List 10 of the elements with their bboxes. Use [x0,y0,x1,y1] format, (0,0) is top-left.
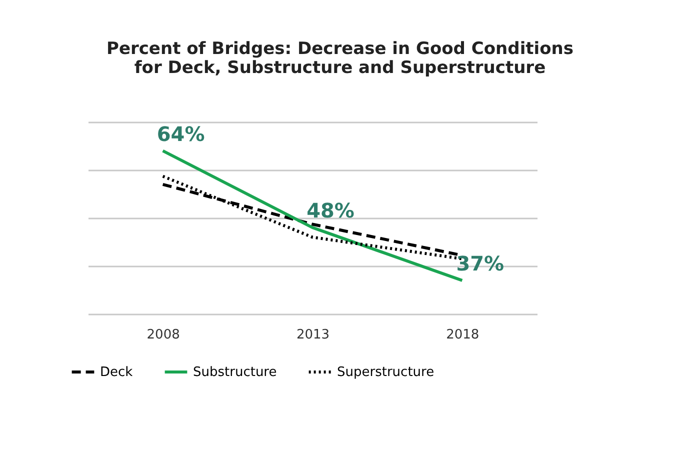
x-tick-label: 2008 [146,328,180,342]
legend-label: Deck [100,365,134,380]
data-label: 64% [156,122,205,146]
legend-label: Superstructure [337,365,434,380]
data-label: 48% [306,198,354,223]
legend-label: Substructure [193,365,277,380]
chart-title: Percent of Bridges: Decrease in Good Conditions for Deck, Substructure and Superstructure [106,39,574,78]
x-tick-label: 2013 [296,328,330,342]
data-label: 37% [456,251,504,276]
x-tick-label: 2018 [446,328,480,342]
